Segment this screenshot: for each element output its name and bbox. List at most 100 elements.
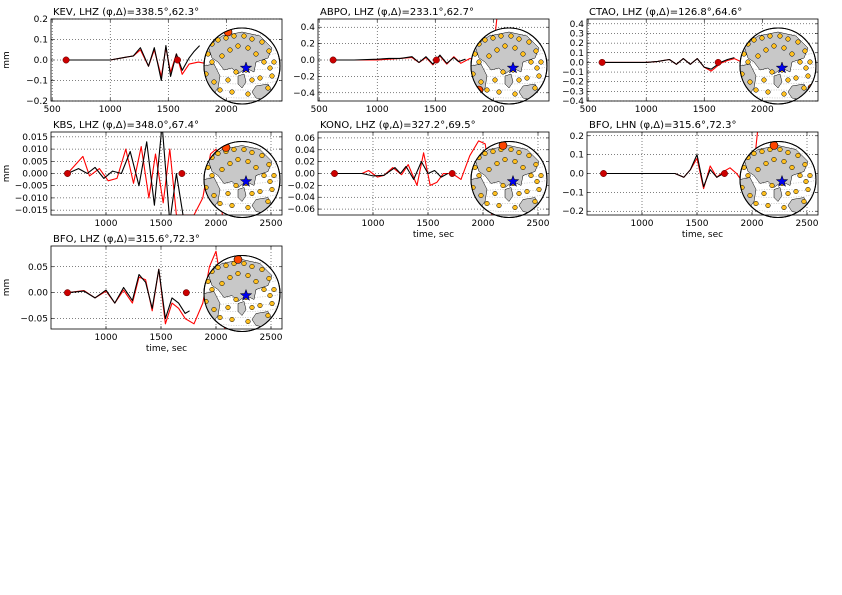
y-tick-label: −0.2 (293, 72, 315, 82)
station-marker (253, 51, 259, 57)
y-tick-label: −0.2 (26, 97, 48, 107)
station-marker (805, 186, 811, 193)
y-tick-label: −0.1 (562, 68, 584, 78)
station-marker (486, 53, 492, 59)
station-marker (245, 45, 251, 51)
y-tick-label: 0.1 (34, 36, 48, 46)
phase-marker (600, 170, 607, 177)
station-marker (528, 172, 534, 179)
y-tick-label: 0.005 (22, 157, 48, 167)
station-marker (261, 172, 267, 179)
station-marker (795, 39, 801, 45)
station-marker (496, 202, 502, 209)
station-marker (233, 296, 239, 303)
x-tick-label: 2000 (482, 105, 505, 115)
station-marker (229, 316, 235, 323)
station-marker (267, 178, 273, 185)
y-tick-label: 0.0 (570, 58, 585, 68)
station-marker (524, 188, 530, 195)
observed-trace (333, 54, 466, 65)
plot-frame (50, 245, 283, 330)
station-marker (492, 77, 498, 83)
y-axis-label: mm (2, 51, 12, 69)
epicenter-star-icon (775, 174, 789, 187)
station-marker (765, 202, 771, 209)
epicenter-star-icon (239, 61, 253, 74)
station-marker (211, 192, 217, 199)
station-marker (755, 53, 761, 59)
y-axis-label: mm (2, 165, 12, 183)
epicenter-star-icon (775, 61, 789, 74)
station-marker (526, 39, 532, 45)
x-tick-label: 1000 (631, 219, 654, 229)
station-marker (223, 35, 229, 41)
station-marker (777, 33, 783, 39)
station-marker (265, 85, 271, 91)
x-tick-label: 500 (580, 105, 597, 115)
station-marker (533, 161, 539, 168)
station-marker (533, 48, 539, 54)
x-tick-label: 1500 (157, 105, 180, 115)
phase-marker (329, 56, 337, 64)
station-marker (227, 274, 233, 281)
y-tick-label: 0.0 (570, 170, 585, 180)
station-marker (496, 89, 502, 95)
x-tick-label: 2000 (751, 105, 774, 115)
y-tick-label: −0.04 (287, 193, 315, 203)
station-marker (209, 286, 215, 293)
station-marker (211, 79, 217, 85)
station-marker (219, 280, 225, 287)
phase-marker (714, 58, 722, 66)
station-marker (771, 43, 777, 49)
station-marker (516, 190, 522, 197)
station-marker (763, 47, 769, 53)
station-marker (793, 75, 799, 81)
panel-2: 500 1000 1500 2000 −0.4 −0.2 0.0 0.2 0.4 ABPO, LH… (293, 7, 550, 115)
station-marker (785, 36, 791, 42)
station-marker (241, 260, 247, 267)
station-marker (785, 77, 791, 83)
x-tick-label: 1000 (95, 219, 118, 229)
x-tick-label: 500 (311, 105, 328, 115)
y-tick-label: −0.4 (293, 89, 315, 99)
station-marker (219, 166, 225, 173)
target-station-marker (769, 141, 779, 150)
station-marker (745, 59, 751, 65)
x-tick-label: 1000 (366, 105, 389, 115)
x-tick-label: 2000 (472, 219, 495, 229)
station-marker (795, 152, 801, 159)
y-tick-label: 0.1 (570, 151, 584, 161)
station-marker (532, 198, 538, 205)
x-tick-label: 1000 (635, 105, 658, 115)
station-marker (526, 152, 532, 159)
station-marker (494, 160, 500, 167)
station-marker (245, 91, 251, 97)
station-marker (512, 45, 518, 51)
y-tick-label: 0.04 (295, 146, 315, 156)
x-tick-label: 2500 (260, 219, 283, 229)
station-marker (803, 178, 809, 185)
x-tick-label: 1500 (150, 219, 173, 229)
station-marker (807, 59, 813, 65)
station-marker (209, 59, 215, 65)
station-marker (769, 69, 775, 75)
station-marker (751, 150, 757, 157)
phase-marker (174, 56, 181, 64)
station-marker (253, 278, 259, 285)
phase-marker (721, 170, 728, 177)
station-marker (229, 89, 235, 95)
x-tick-label: 500 (44, 105, 61, 115)
y-tick-label: −0.3 (562, 87, 584, 97)
panel-title: KBS, LHZ (φ,Δ)=348.0°,67.4° (53, 120, 199, 131)
station-marker (478, 192, 484, 199)
station-marker (747, 192, 753, 199)
station-marker (241, 146, 247, 153)
station-marker (494, 47, 500, 53)
panel-title: KEV, LHZ (φ,Δ)=338.5°,62.3° (53, 7, 199, 18)
observed-trace (603, 154, 724, 188)
station-marker (490, 35, 496, 41)
station-marker (227, 160, 233, 167)
phase-marker (64, 170, 71, 177)
panel-6: 1000 1500 2000 2500 −0.2 −0.1 0.0 0.1 0.2 BFO, LH… (562, 120, 819, 240)
